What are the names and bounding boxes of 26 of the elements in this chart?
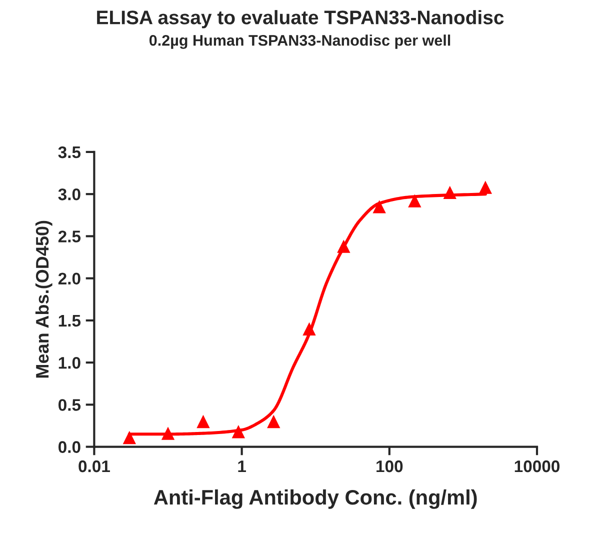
point — [232, 425, 246, 438]
point — [408, 194, 422, 208]
point — [161, 426, 175, 440]
x-axis-title: Anti-Flag Antibody Conc. (ng/ml) — [154, 489, 477, 509]
x-tick-label: 1 — [238, 460, 246, 472]
y-tick-label: 1.5 — [58, 315, 81, 327]
y-tick-label: 2.5 — [58, 230, 81, 242]
x-tick-label: 10000 — [514, 460, 560, 472]
chart-title: ELISA assay to evaluate TSPAN33-Nanodisc — [97, 10, 504, 28]
y-axis-title: Mean Abs.(OD450) — [35, 220, 52, 378]
point — [372, 200, 386, 214]
chart-subtitle: 0.2µg Human TSPAN33-Nanodisc per well — [149, 34, 450, 49]
y-tick-label: 0.5 — [58, 399, 81, 411]
y-tick-label: 3.0 — [58, 188, 80, 200]
point — [337, 240, 350, 253]
x-tick-label: 100 — [376, 460, 403, 472]
y-tick-label: 1.0 — [58, 356, 80, 369]
point — [267, 414, 280, 428]
point — [478, 180, 492, 194]
x-tick-label: 0.01 — [78, 460, 110, 472]
point — [196, 414, 210, 428]
point — [443, 186, 456, 199]
point — [302, 322, 316, 336]
y-tick-label: 3.5 — [58, 146, 81, 158]
y-tick-label: 0.0 — [58, 441, 80, 453]
y-tick-label: 2.0 — [58, 272, 80, 285]
